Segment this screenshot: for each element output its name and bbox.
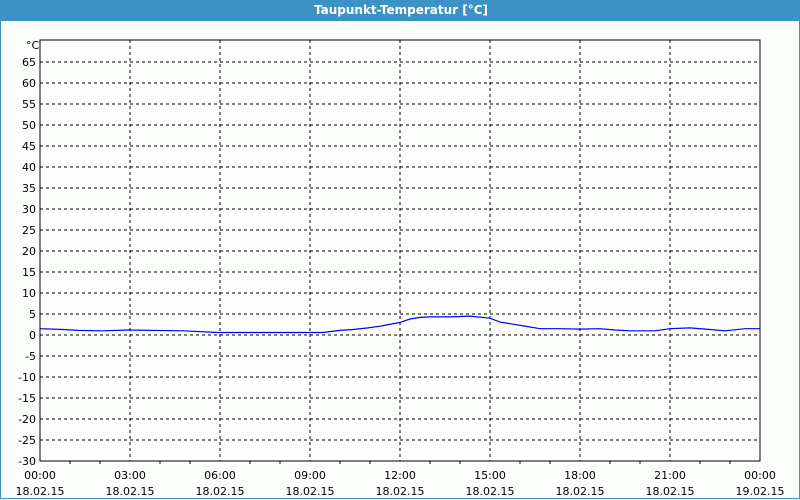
x-tick-time: 18:00 <box>564 469 596 482</box>
x-tick-date: 18.02.15 <box>106 485 155 498</box>
x-tick-time: 00:00 <box>24 469 56 482</box>
y-tick-label: 20 <box>22 245 36 258</box>
grid <box>40 40 760 461</box>
y-axis-unit: °C <box>26 39 40 52</box>
y-tick-label: 0 <box>29 329 36 342</box>
x-tick-date: 18.02.15 <box>196 485 245 498</box>
y-tick-label: -15 <box>18 392 36 405</box>
y-tick-label: -25 <box>18 434 36 447</box>
x-tick-time: 00:00 <box>744 469 776 482</box>
y-tick-label: 55 <box>22 98 36 111</box>
x-tick-time: 15:00 <box>474 469 506 482</box>
x-tick-time: 09:00 <box>294 469 326 482</box>
plot-frame <box>39 39 761 462</box>
y-tick-label: -10 <box>18 371 36 384</box>
y-tick-label: 45 <box>22 140 36 153</box>
y-tick-label: 30 <box>22 203 36 216</box>
y-tick-label: 35 <box>22 182 36 195</box>
y-tick-label: -20 <box>18 413 36 426</box>
x-tick-date: 18.02.15 <box>286 485 335 498</box>
x-tick-date: 19.02.15 <box>736 485 785 498</box>
x-tick-date: 18.02.15 <box>646 485 695 498</box>
y-tick-label: 60 <box>22 77 36 90</box>
y-tick-label: 10 <box>22 287 36 300</box>
x-ticks: 00:00 18.02.15 03:00 18.02.15 06:00 18.02.15 0… <box>16 461 785 498</box>
x-tick-time: 12:00 <box>384 469 416 482</box>
x-tick-time: 03:00 <box>114 469 146 482</box>
y-tick-label: 25 <box>22 224 36 237</box>
series-line <box>39 315 760 334</box>
x-tick-date: 18.02.15 <box>466 485 515 498</box>
y-tick-label: -30 <box>18 455 36 468</box>
title-bar: Taupunkt-Temperatur [°C] <box>1 0 800 21</box>
y-tick-label: 15 <box>22 266 36 279</box>
y-tick-label: -5 <box>25 350 36 363</box>
y-tick-label: 40 <box>22 161 36 174</box>
x-tick-date: 18.02.15 <box>16 485 65 498</box>
y-tick-label: 65 <box>22 56 36 69</box>
y-ticks: 65605550454035302520151050-5-10-15-20-25… <box>18 56 36 468</box>
x-tick-time: 21:00 <box>654 469 686 482</box>
y-tick-label: 5 <box>29 308 36 321</box>
x-tick-date: 18.02.15 <box>556 485 605 498</box>
x-tick-time: 06:00 <box>204 469 236 482</box>
x-tick-date: 18.02.15 <box>376 485 425 498</box>
y-tick-label: 50 <box>22 119 36 132</box>
